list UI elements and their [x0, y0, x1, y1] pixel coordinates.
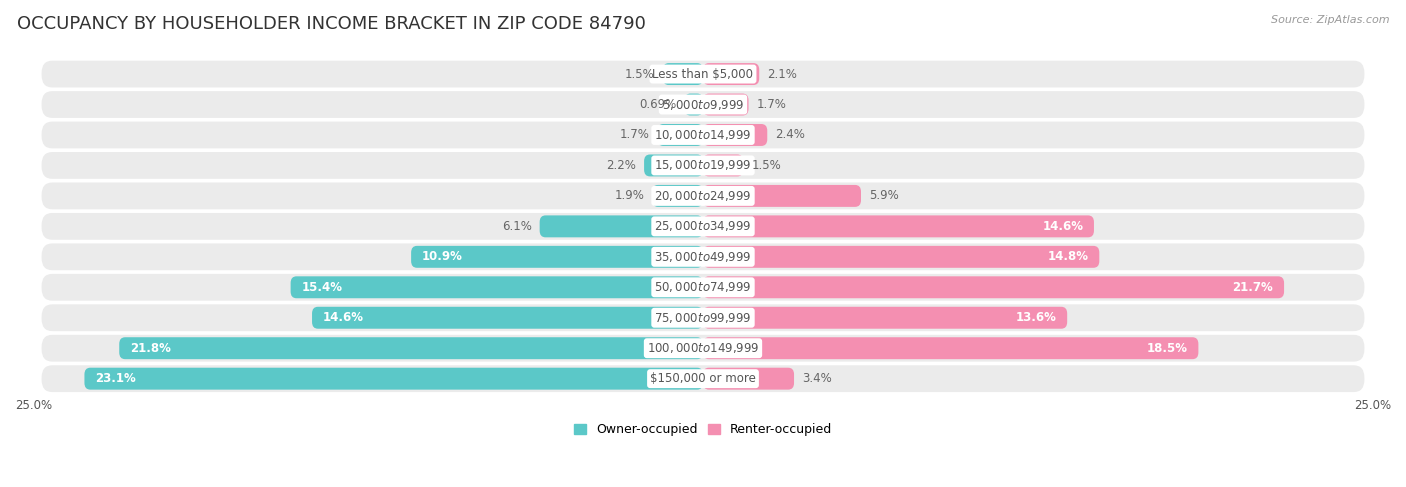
FancyBboxPatch shape — [644, 154, 703, 176]
Text: 23.1%: 23.1% — [96, 372, 136, 385]
FancyBboxPatch shape — [42, 61, 1364, 88]
Text: 21.8%: 21.8% — [129, 342, 172, 355]
FancyBboxPatch shape — [291, 276, 703, 298]
FancyBboxPatch shape — [703, 246, 1099, 268]
FancyBboxPatch shape — [42, 91, 1364, 118]
FancyBboxPatch shape — [312, 307, 703, 329]
Text: 21.7%: 21.7% — [1233, 281, 1274, 294]
FancyBboxPatch shape — [703, 215, 1094, 237]
Text: $25,000 to $34,999: $25,000 to $34,999 — [654, 219, 752, 233]
FancyBboxPatch shape — [703, 307, 1067, 329]
Text: 3.4%: 3.4% — [801, 372, 832, 385]
Text: 2.4%: 2.4% — [775, 129, 806, 142]
Text: 0.69%: 0.69% — [640, 98, 676, 111]
Text: $75,000 to $99,999: $75,000 to $99,999 — [654, 311, 752, 325]
FancyBboxPatch shape — [84, 368, 703, 390]
FancyBboxPatch shape — [703, 63, 759, 85]
Text: $150,000 or more: $150,000 or more — [650, 372, 756, 385]
FancyBboxPatch shape — [703, 276, 1284, 298]
Text: 2.2%: 2.2% — [606, 159, 636, 172]
FancyBboxPatch shape — [42, 274, 1364, 300]
Legend: Owner-occupied, Renter-occupied: Owner-occupied, Renter-occupied — [568, 418, 838, 441]
Text: 2.1%: 2.1% — [768, 68, 797, 80]
FancyBboxPatch shape — [658, 124, 703, 146]
Text: 14.8%: 14.8% — [1047, 250, 1088, 263]
FancyBboxPatch shape — [703, 124, 768, 146]
FancyBboxPatch shape — [662, 63, 703, 85]
Text: 15.4%: 15.4% — [301, 281, 342, 294]
FancyBboxPatch shape — [652, 185, 703, 207]
Text: OCCUPANCY BY HOUSEHOLDER INCOME BRACKET IN ZIP CODE 84790: OCCUPANCY BY HOUSEHOLDER INCOME BRACKET … — [17, 15, 645, 33]
FancyBboxPatch shape — [42, 244, 1364, 270]
Text: Less than $5,000: Less than $5,000 — [652, 68, 754, 80]
Text: 1.5%: 1.5% — [626, 68, 655, 80]
Text: $35,000 to $49,999: $35,000 to $49,999 — [654, 250, 752, 264]
FancyBboxPatch shape — [411, 246, 703, 268]
FancyBboxPatch shape — [703, 185, 860, 207]
Text: 14.6%: 14.6% — [1042, 220, 1083, 233]
Text: $10,000 to $14,999: $10,000 to $14,999 — [654, 128, 752, 142]
FancyBboxPatch shape — [42, 122, 1364, 149]
Text: 10.9%: 10.9% — [422, 250, 463, 263]
FancyBboxPatch shape — [703, 154, 744, 176]
Text: 5.9%: 5.9% — [869, 189, 898, 203]
Text: 1.5%: 1.5% — [751, 159, 780, 172]
Text: Source: ZipAtlas.com: Source: ZipAtlas.com — [1271, 15, 1389, 25]
Text: 14.6%: 14.6% — [323, 311, 364, 324]
FancyBboxPatch shape — [42, 335, 1364, 362]
Text: $5,000 to $9,999: $5,000 to $9,999 — [662, 97, 744, 112]
FancyBboxPatch shape — [540, 215, 703, 237]
FancyBboxPatch shape — [703, 368, 794, 390]
FancyBboxPatch shape — [703, 94, 748, 115]
Text: 18.5%: 18.5% — [1147, 342, 1188, 355]
Text: $100,000 to $149,999: $100,000 to $149,999 — [647, 341, 759, 355]
FancyBboxPatch shape — [685, 94, 703, 115]
Text: $50,000 to $74,999: $50,000 to $74,999 — [654, 281, 752, 294]
FancyBboxPatch shape — [703, 337, 1198, 359]
Text: 6.1%: 6.1% — [502, 220, 531, 233]
FancyBboxPatch shape — [42, 304, 1364, 331]
FancyBboxPatch shape — [42, 183, 1364, 209]
Text: 1.7%: 1.7% — [620, 129, 650, 142]
FancyBboxPatch shape — [42, 152, 1364, 179]
Text: 1.9%: 1.9% — [614, 189, 644, 203]
Text: $15,000 to $19,999: $15,000 to $19,999 — [654, 158, 752, 172]
FancyBboxPatch shape — [120, 337, 703, 359]
Text: 1.7%: 1.7% — [756, 98, 786, 111]
Text: 13.6%: 13.6% — [1015, 311, 1056, 324]
Text: $20,000 to $24,999: $20,000 to $24,999 — [654, 189, 752, 203]
FancyBboxPatch shape — [42, 365, 1364, 392]
FancyBboxPatch shape — [42, 213, 1364, 240]
